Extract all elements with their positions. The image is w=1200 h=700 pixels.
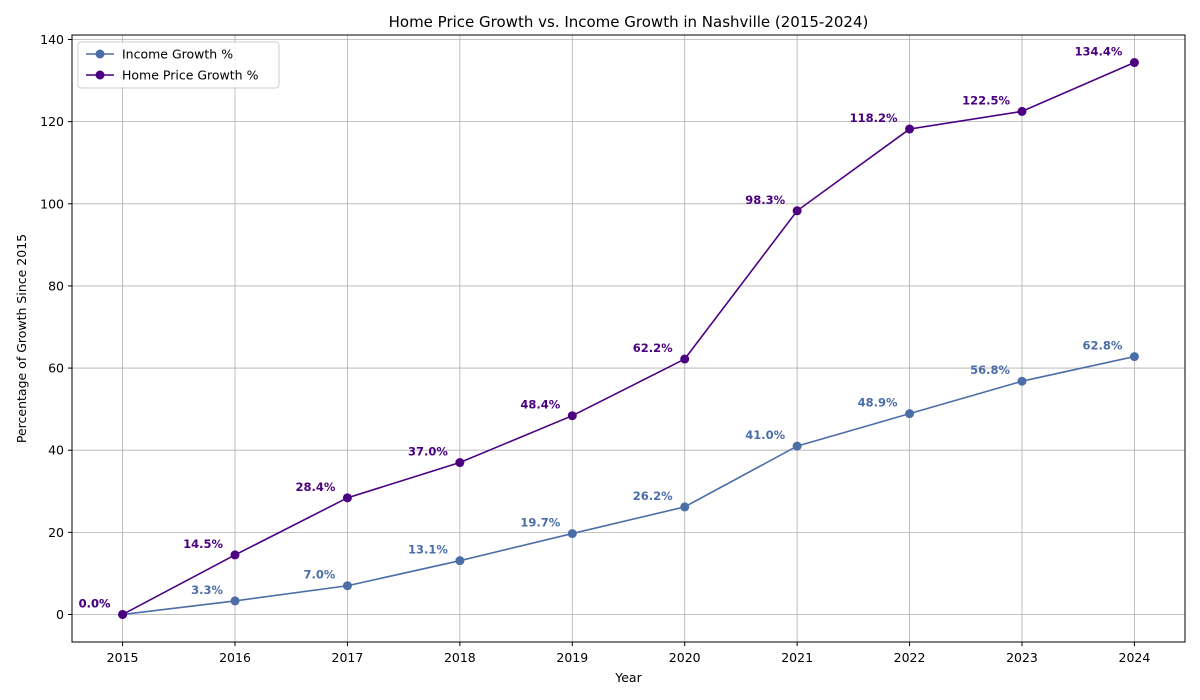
y-tick-label: 140: [40, 32, 64, 47]
y-tick-label: 60: [48, 361, 64, 376]
data-label: 0.0%: [79, 596, 111, 610]
data-point: [118, 609, 128, 619]
data-point: [455, 458, 465, 468]
data-label: 37.0%: [408, 445, 448, 459]
legend-marker: [95, 49, 105, 59]
data-labels: 0.0% 3.3% 7.0% 13.1% 19.7% 26.2% 41.0% 48.9% 56.…: [79, 45, 1123, 611]
data-label: 41.0%: [745, 428, 785, 442]
y-axis-label: Percentage of Growth Since 2015: [14, 234, 29, 443]
y-tick-label: 80: [48, 278, 64, 293]
series-line-0: [122, 355, 1135, 616]
data-point: [567, 529, 577, 539]
data-label: 26.2%: [633, 489, 673, 503]
data-point: [567, 411, 577, 421]
legend: Income Growth % Home Price Growth %: [77, 41, 280, 89]
chart-title: Home Price Growth vs. Income Growth in N…: [389, 13, 869, 31]
data-point: [1017, 106, 1027, 116]
data-label: 19.7%: [520, 516, 560, 530]
data-point: [1129, 352, 1139, 362]
data-label: 118.2%: [850, 111, 898, 125]
data-label: 98.3%: [745, 193, 785, 207]
x-tick-label: 2018: [444, 650, 476, 665]
data-point: [342, 581, 352, 591]
data-label: 48.4%: [520, 398, 560, 412]
data-point: [680, 502, 690, 512]
grid: [72, 35, 1185, 642]
data-label: 62.8%: [1083, 339, 1123, 353]
data-point: [905, 124, 915, 134]
data-label: 134.4%: [1075, 45, 1123, 59]
data-label: 3.3%: [191, 583, 223, 597]
data-label: 56.8%: [970, 363, 1010, 377]
legend-entry: Income Growth %: [122, 47, 233, 62]
data-label: 62.2%: [633, 341, 673, 355]
x-tick-label: 2021: [781, 650, 813, 665]
series-layer: [118, 58, 1139, 619]
y-tick-label: 0: [56, 607, 64, 622]
data-point: [230, 550, 240, 560]
data-point: [1129, 58, 1139, 68]
data-point: [1017, 376, 1027, 386]
data-label: 28.4%: [296, 480, 336, 494]
data-label: 48.9%: [858, 396, 898, 410]
y-tick-label: 20: [48, 525, 64, 540]
x-tick-label: 2016: [219, 650, 251, 665]
data-point: [792, 441, 802, 451]
data-point: [905, 409, 915, 419]
axis-ticks: 2015 2016 2017 2018 2019 2020 2021 2022 2023 2024…: [40, 32, 1150, 665]
legend-marker: [95, 70, 105, 80]
data-point: [230, 596, 240, 606]
x-tick-label: 2023: [1006, 650, 1038, 665]
x-tick-label: 2024: [1119, 650, 1151, 665]
data-label: 13.1%: [408, 543, 448, 557]
legend-box: [77, 41, 280, 89]
x-tick-label: 2022: [894, 650, 926, 665]
data-point: [680, 354, 690, 364]
y-tick-label: 40: [48, 443, 64, 458]
x-tick-label: 2017: [332, 650, 364, 665]
data-point: [455, 556, 465, 566]
x-tick-label: 2020: [669, 650, 701, 665]
data-label: 122.5%: [962, 93, 1010, 107]
data-point: [792, 206, 802, 216]
y-tick-label: 120: [40, 114, 64, 129]
x-axis-label: Year: [614, 670, 642, 685]
x-tick-label: 2015: [107, 650, 139, 665]
data-label: 0.0%: [79, 596, 111, 610]
data-point: [342, 493, 352, 503]
series-line-1: [122, 61, 1135, 616]
plot-frame: [71, 34, 1186, 643]
x-tick-label: 2019: [556, 650, 588, 665]
data-label: 7.0%: [304, 568, 336, 582]
legend-entry: Home Price Growth %: [122, 68, 259, 83]
y-tick-label: 100: [40, 196, 64, 211]
data-label: 14.5%: [183, 537, 223, 551]
